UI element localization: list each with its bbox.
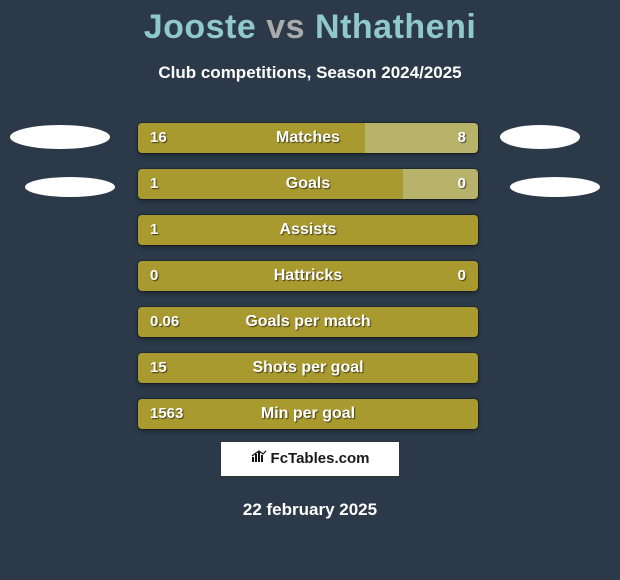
stat-label: Min per goal bbox=[138, 399, 478, 429]
logo-text: FcTables.com bbox=[271, 450, 370, 467]
player1-name: Jooste bbox=[144, 8, 257, 46]
stat-label: Goals per match bbox=[138, 307, 478, 337]
title-block: Jooste vs Nthatheni bbox=[0, 0, 620, 47]
subtitle: Club competitions, Season 2024/2025 bbox=[0, 63, 620, 83]
stat-rows: 168Matches 10Goals 1Assists 00Hattricks 0.06… bbox=[138, 123, 478, 445]
team-crest-placeholder bbox=[500, 125, 580, 149]
stat-label: Assists bbox=[138, 215, 478, 245]
stat-row: 15Shots per goal bbox=[138, 353, 478, 383]
stat-row: 1563Min per goal bbox=[138, 399, 478, 429]
vs-label: vs bbox=[266, 8, 305, 46]
team-crest-placeholder bbox=[510, 177, 600, 197]
stat-row: 168Matches bbox=[138, 123, 478, 153]
stat-row: 0.06Goals per match bbox=[138, 307, 478, 337]
chart-icon bbox=[251, 442, 267, 476]
team-crest-placeholder bbox=[25, 177, 115, 197]
stat-label: Matches bbox=[138, 123, 478, 153]
stat-label: Shots per goal bbox=[138, 353, 478, 383]
comparison-title: Jooste vs Nthatheni bbox=[0, 8, 620, 47]
stat-row: 00Hattricks bbox=[138, 261, 478, 291]
stat-label: Hattricks bbox=[138, 261, 478, 291]
fctables-logo[interactable]: FcTables.com bbox=[220, 441, 400, 477]
team-crest-placeholder bbox=[10, 125, 110, 149]
date-label: 22 february 2025 bbox=[0, 500, 620, 520]
stat-label: Goals bbox=[138, 169, 478, 199]
stat-row: 1Assists bbox=[138, 215, 478, 245]
player2-name: Nthatheni bbox=[315, 8, 476, 46]
stat-row: 10Goals bbox=[138, 169, 478, 199]
